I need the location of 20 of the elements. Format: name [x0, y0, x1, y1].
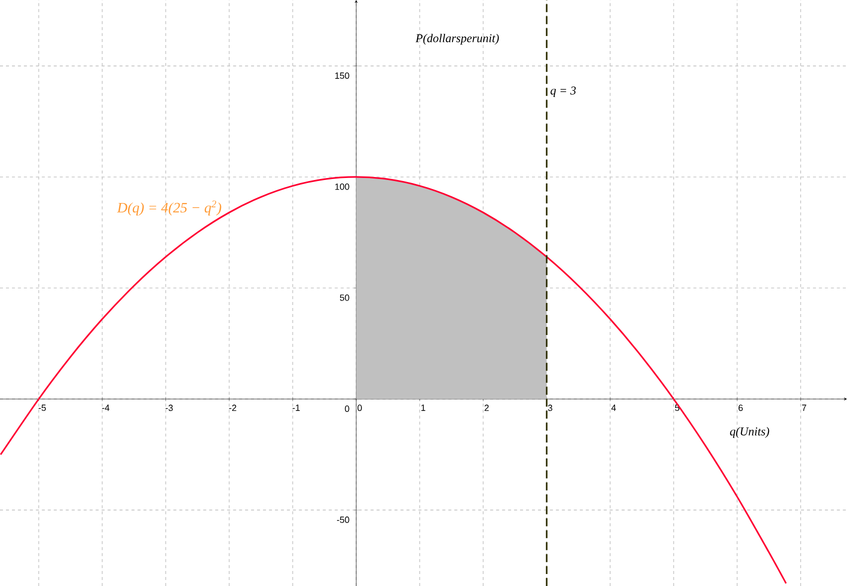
y-tick-label: -50: [337, 516, 350, 523]
y-axis-title: P(dollarsperunit): [415, 34, 499, 45]
annotation: D(q) = 4(25 − q$^{2}$): [116, 200, 222, 216]
ref-line-label: q = 3: [550, 86, 576, 98]
y-tick-label: 150: [335, 72, 350, 79]
x-tick-label: 2: [484, 404, 489, 411]
x-tick-label: 7: [802, 404, 806, 411]
x-tick-label: -2: [229, 404, 236, 411]
x-tick-label: 0: [358, 404, 362, 412]
y-tick-label: 50: [340, 294, 350, 301]
x-axis-title: q(Units): [730, 427, 770, 438]
x-tick-label: 4: [611, 404, 616, 411]
x-tick-label: 3: [548, 404, 552, 412]
x-tick-label: -4: [102, 404, 110, 411]
x-tick-label: 6: [738, 404, 743, 412]
y-tick-label: 100: [335, 183, 350, 190]
x-tick-label: -3: [166, 404, 173, 412]
x-tick-label: -1: [292, 404, 300, 411]
x-tick-label: 1: [421, 404, 426, 411]
x-tick-label: -5: [38, 404, 46, 411]
